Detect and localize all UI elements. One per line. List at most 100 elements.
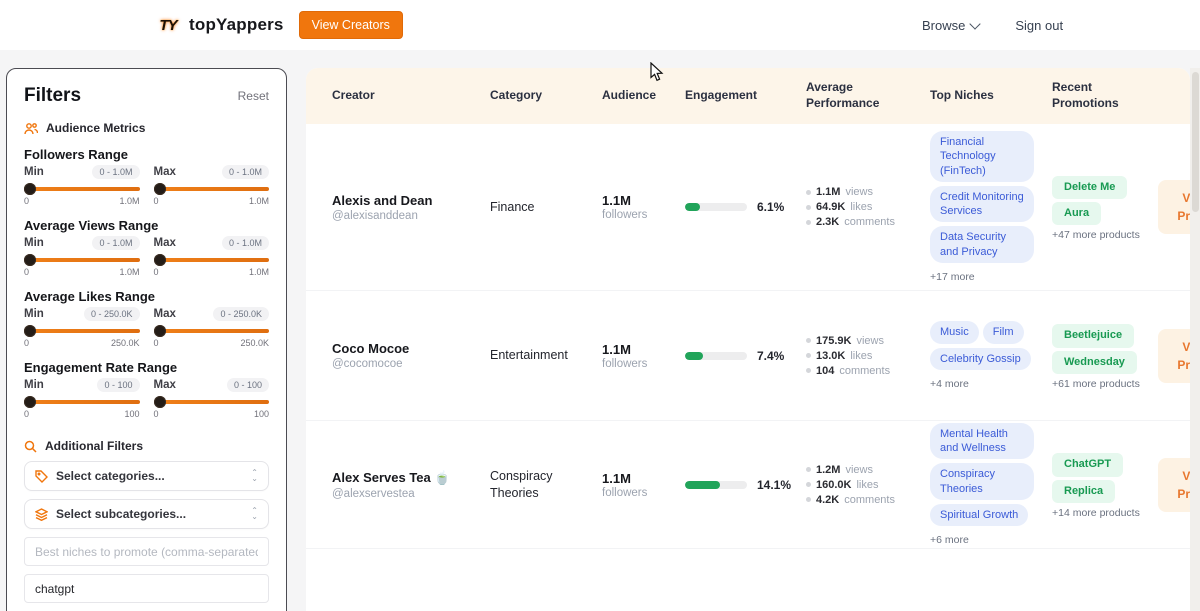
stat-value: 13.0K [816, 349, 846, 362]
range-filters: Followers Range Min 0 - 1.0M 0 1.0M Max [24, 147, 269, 419]
max-slider[interactable] [153, 395, 269, 409]
engagement-bar [685, 480, 747, 489]
audience-metrics-icon [24, 122, 38, 135]
bullet-dot-icon [806, 467, 811, 472]
stat-line: 4.2K comments [806, 494, 930, 506]
stat-line: 175.9K views [806, 335, 930, 347]
engagement-percentage: 14.1% [757, 477, 792, 492]
range-badge: 0 - 250.0K [83, 307, 140, 321]
scale-max: 1.0M [248, 196, 269, 206]
stat-label: comments [844, 493, 895, 506]
slider-track[interactable] [24, 258, 140, 262]
stat-label: likes [856, 478, 879, 491]
subcategories-select-label: Select subcategories... [56, 507, 187, 521]
max-slider[interactable] [153, 253, 269, 267]
niche-pill: Music [930, 321, 979, 344]
slider-track[interactable] [24, 329, 140, 333]
scale-min: 0 [24, 196, 30, 206]
slider-track[interactable] [153, 329, 269, 333]
min-slider[interactable] [24, 395, 140, 409]
max-slider[interactable] [153, 324, 269, 338]
categories-select[interactable]: Select categories... ⌃ ⌄ [24, 461, 269, 491]
engagement-bar [685, 351, 747, 360]
promotion-pill: Aura [1052, 202, 1102, 226]
brand-logo-icon[interactable]: TY [159, 16, 177, 34]
table-body: Alexis and Dean @alexisanddean Finance 1… [306, 124, 1190, 611]
stat-value: 64.9K [816, 201, 846, 213]
range-badge: 0 - 100 [97, 378, 140, 392]
scale-min: 0 [24, 338, 30, 348]
min-label: Min [24, 237, 44, 249]
slider-track[interactable] [24, 400, 140, 404]
slider-knob[interactable] [24, 183, 36, 195]
audience-value: 1.1M [602, 470, 631, 486]
sign-out-link[interactable]: Sign out [1015, 18, 1063, 33]
niche-pill: Celebrity Gossip [930, 347, 1031, 370]
slider-knob[interactable] [153, 396, 166, 408]
engagement-bar [685, 203, 747, 211]
audience-label: followers [602, 209, 648, 221]
stat-label: comments [844, 216, 895, 228]
scrollbar-thumb[interactable] [1191, 72, 1199, 212]
range-badge: 0 - 100 [226, 378, 269, 392]
table-row[interactable]: Alex Serves Tea 🍵 @alexservestea Conspir… [306, 420, 1190, 548]
stat-value: 4.2K [816, 493, 840, 506]
niche-pill: Mental Health and Wellness [930, 422, 1034, 460]
slider-track[interactable] [153, 187, 269, 191]
scale-max: 1.0M [119, 267, 140, 277]
niche-pill: Conspiracy Theories [930, 463, 1034, 500]
creator-category: Conspiracy Theories [490, 468, 553, 500]
min-slider[interactable] [24, 324, 140, 338]
table-row[interactable]: Coco Mocoe @cocomocoe Entertainment 1.1M… [306, 290, 1190, 420]
slider-knob[interactable] [153, 183, 166, 195]
browse-menu[interactable]: Browse [922, 18, 982, 33]
scale-min: 0 [153, 409, 159, 419]
slider-track[interactable] [24, 187, 140, 191]
average-performance-stats: 175.9K views 13.0K likes 104 comments [806, 332, 930, 380]
slider-knob[interactable] [24, 254, 36, 266]
stat-label: likes [850, 201, 873, 213]
keyword-input[interactable] [24, 574, 269, 603]
scale-max: 1.0M [248, 267, 269, 277]
slider-track[interactable] [153, 258, 269, 262]
niches-to-promote-input[interactable] [24, 537, 269, 566]
audience-value: 1.1M [602, 193, 631, 208]
range-label: Followers Range [24, 147, 129, 162]
table-header: Creator Category Audience Engagement Ave… [306, 68, 1190, 124]
min-slider[interactable] [24, 253, 140, 267]
scale-min: 0 [153, 338, 159, 348]
niches-more-label: +17 more [930, 271, 975, 284]
view-profile-button[interactable]: View Profile [1158, 180, 1190, 234]
table-row[interactable]: Alexis and Dean @alexisanddean Finance 1… [306, 124, 1190, 290]
max-label: Max [153, 166, 176, 178]
audience-label: followers [602, 357, 648, 370]
scrollbar[interactable] [1190, 68, 1200, 611]
creator-name: Alexis and Dean [332, 192, 433, 208]
promotions-more-label: +61 more products [1052, 377, 1140, 390]
table-row[interactable]: Creative Software & Tools Adobe [306, 548, 1190, 611]
slider-knob[interactable] [24, 325, 36, 337]
stat-value: 1.1M [816, 186, 841, 198]
slider-track[interactable] [153, 400, 269, 404]
view-profile-button[interactable]: View Profile [1158, 328, 1190, 383]
stat-value: 1.2M [816, 463, 841, 476]
view-profile-button[interactable]: View Profile [1158, 457, 1190, 512]
bullet-dot-icon [806, 189, 811, 195]
creator-handle: @cocomocoe [332, 358, 403, 370]
stat-label: comments [839, 364, 891, 377]
range-filter-group: Average Likes Range Min 0 - 250.0K 0 250… [24, 289, 269, 348]
slider-knob[interactable] [153, 254, 166, 266]
reset-filters-button[interactable]: Reset [237, 89, 269, 103]
search-icon [24, 440, 37, 453]
scale-min: 0 [153, 196, 159, 206]
min-slider[interactable] [24, 182, 140, 196]
view-creators-button[interactable]: View Creators [298, 11, 403, 39]
slider-knob[interactable] [153, 325, 166, 337]
max-slider[interactable] [153, 182, 269, 196]
col-engagement: Engagement [685, 88, 758, 103]
subcategories-select[interactable]: Select subcategories... ⌃ ⌄ [24, 499, 269, 529]
col-top-niches: Top Niches [930, 88, 994, 103]
min-label: Min [24, 379, 44, 391]
range-badge: 0 - 1.0M [92, 236, 140, 250]
slider-knob[interactable] [24, 396, 36, 408]
